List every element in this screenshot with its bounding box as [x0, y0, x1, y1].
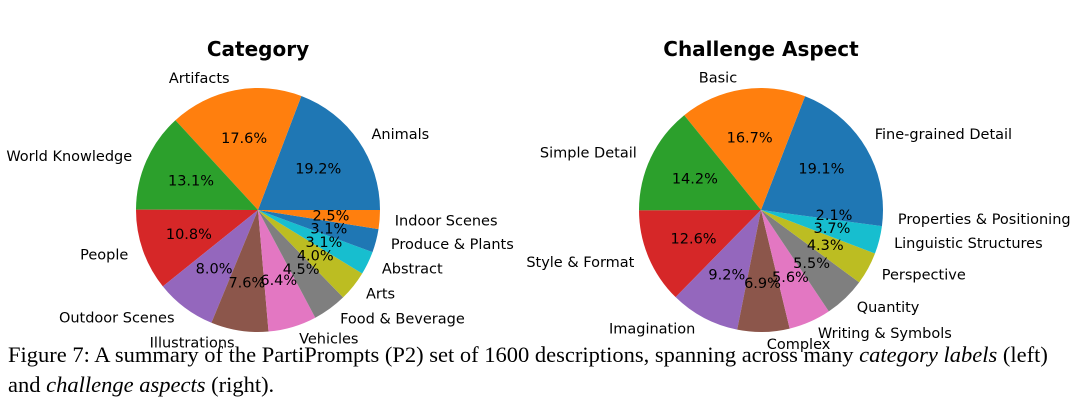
pie-slices	[136, 88, 380, 332]
pct-label-animals: 19.2%	[295, 161, 341, 177]
challenge-aspect-pie-chart: Challenge Aspect 19.1% 16.7% 14.2% 12.6% 9.2…	[526, 37, 1070, 353]
slice-label-indoor-scenes: Indoor Scenes	[395, 214, 498, 230]
pie-slice-writing-and-symbols	[761, 210, 829, 329]
slice-label-people: People	[80, 247, 128, 263]
caption-emphasis-challenge: challenge aspects	[46, 372, 206, 397]
pct-label-abstract: 3.1%	[306, 235, 343, 251]
pie-slice-outdoor-scenes	[162, 210, 258, 323]
pie-slice-style-and-format	[639, 210, 761, 298]
slice-label-properties-and-positioning: Properties & Positioning	[898, 212, 1071, 228]
pct-label-world-knowledge: 13.1%	[168, 173, 214, 189]
chart-title: Category	[207, 37, 309, 61]
caption-text: Figure 7: A summary of the PartiPrompts …	[8, 342, 854, 367]
pie-slice-illustrations	[211, 210, 269, 332]
category-pie-chart: Category 19.2% 17.6% 13.1% 10.8% 8.0%7.6%6.4…	[6, 37, 513, 352]
pct-label-simple-detail: 14.2%	[672, 172, 718, 188]
pie-slices	[639, 88, 883, 332]
pie-slice-arts	[258, 210, 363, 298]
slice-label-abstract: Abstract	[382, 261, 443, 277]
slice-label-vehicles: Vehicles	[299, 332, 358, 348]
slice-label-writing-and-symbols: Writing & Symbols	[818, 326, 952, 342]
pie-slice-abstract	[258, 210, 373, 274]
caption-text-mid: (left) and	[8, 342, 1048, 397]
slice-label-style-and-format: Style & Format	[526, 255, 634, 271]
slice-label-fine-grained-detail: Fine-grained Detail	[875, 127, 1012, 143]
pie-slice-indoor-scenes	[258, 210, 380, 230]
figure-caption: Figure 7: A summary of the PartiPrompts …	[8, 340, 1074, 400]
pie-slice-perspective	[761, 210, 875, 283]
pie-slice-artifacts	[175, 88, 302, 210]
pie-slice-complex	[737, 210, 790, 332]
slice-label-arts: Arts	[366, 287, 395, 303]
pct-label-people: 10.8%	[166, 227, 212, 243]
pie-slice-vehicles	[258, 210, 316, 332]
pct-label-style-and-format: 12.6%	[671, 231, 717, 247]
caption-text-suffix: (right).	[205, 372, 275, 397]
pct-label-fine-grained-detail: 19.1%	[798, 162, 844, 178]
slice-label-simple-detail: Simple Detail	[540, 145, 637, 161]
pie-slice-imagination	[675, 210, 761, 330]
slice-label-outdoor-scenes: Outdoor Scenes	[59, 310, 175, 326]
pct-label-outdoor-scenes: 8.0%	[196, 262, 233, 278]
pct-label-artifacts: 17.6%	[221, 131, 267, 147]
pct-label-produce-and-plants: 3.1%	[310, 221, 347, 237]
pie-slice-properties-and-positioning	[761, 210, 883, 227]
pie-slice-people	[136, 209, 258, 287]
slice-label-food-and-beverage: Food & Beverage	[340, 311, 465, 327]
pie-slice-food-and-beverage	[258, 210, 344, 318]
caption-emphasis-category: category labels	[859, 342, 998, 367]
slice-label-artifacts: Artifacts	[169, 71, 230, 87]
pct-label-properties-and-positioning: 2.1%	[816, 208, 853, 224]
slice-label-world-knowledge: World Knowledge	[6, 149, 132, 165]
pct-label-illustrations: 7.6%	[228, 275, 265, 291]
pct-label-imagination: 9.2%	[708, 268, 745, 284]
pie-slice-world-knowledge	[136, 120, 258, 210]
pie-slice-basic	[684, 88, 806, 210]
pct-label-basic: 16.7%	[727, 131, 773, 147]
pct-label-perspective: 4.3%	[807, 238, 844, 254]
slice-label-perspective: Perspective	[882, 267, 966, 283]
pct-labels: 19.2% 17.6% 13.1% 10.8% 8.0%7.6%6.4%4.5%4.0%…	[166, 131, 350, 291]
pie-slice-fine-grained-detail	[761, 96, 883, 210]
pct-label-indoor-scenes: 2.5%	[313, 209, 350, 225]
pie-slice-produce-and-plants	[258, 210, 379, 253]
pct-label-writing-and-symbols: 5.6%	[772, 270, 809, 286]
pct-label-linguistic-structures: 3.7%	[814, 221, 851, 237]
pct-labels: 19.1% 16.7% 14.2% 12.6% 9.2%6.9%5.6%5.5% 4.3%…	[671, 131, 853, 292]
pie-slice-linguistic-structures	[761, 210, 882, 254]
slice-label-produce-and-plants: Produce & Plants	[391, 237, 514, 253]
slice-label-complex: Complex	[767, 337, 831, 353]
pct-label-complex: 6.9%	[744, 276, 781, 292]
slice-label-basic: Basic	[699, 70, 737, 86]
slice-labels: Animals Artifacts World Knowledge People Out…	[6, 71, 513, 351]
slice-label-linguistic-structures: Linguistic Structures	[894, 236, 1043, 252]
pie-slice-animals	[258, 95, 380, 210]
pct-label-vehicles: 6.4%	[260, 273, 297, 289]
slice-label-illustrations: Illustrations	[150, 336, 235, 352]
slice-label-imagination: Imagination	[609, 322, 695, 338]
pct-label-food-and-beverage: 4.5%	[283, 262, 320, 278]
pie-slice-simple-detail	[639, 115, 761, 211]
pct-label-quantity: 5.5%	[793, 256, 830, 272]
slice-label-animals: Animals	[371, 127, 429, 143]
pie-slice-quantity	[761, 210, 860, 312]
pct-label-arts: 4.0%	[297, 249, 334, 265]
slice-label-quantity: Quantity	[857, 300, 920, 316]
slice-labels: Fine-grained Detail Basic Simple Detail Sty…	[526, 70, 1070, 353]
chart-title: Challenge Aspect	[663, 37, 859, 61]
